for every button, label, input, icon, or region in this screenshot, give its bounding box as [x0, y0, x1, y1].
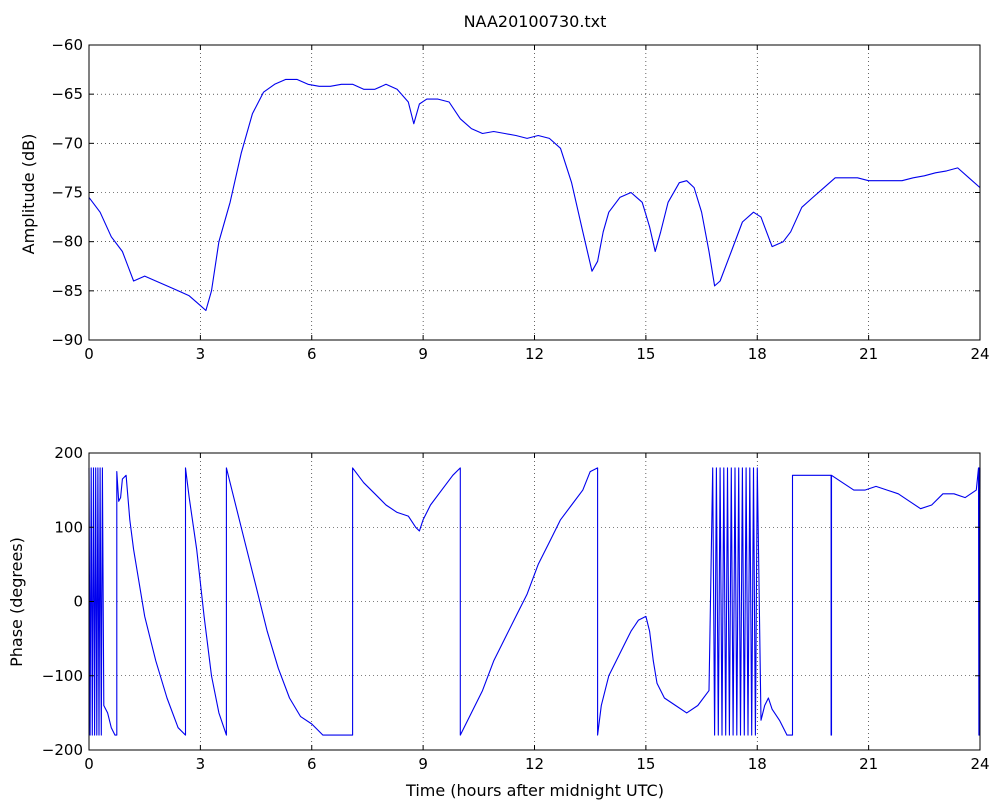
phase-y-tick-label: −200	[42, 741, 83, 759]
phase-x-tick-label: 18	[748, 755, 767, 773]
phase-y-tick-label: −100	[42, 667, 83, 685]
amplitude-y-axis-label: Amplitude (dB)	[19, 134, 38, 255]
amplitude-x-tick-label: 3	[196, 345, 206, 363]
amplitude-y-tick-label: −80	[51, 233, 83, 251]
amplitude-x-tick-label: 9	[418, 345, 428, 363]
phase-x-tick-label: 24	[970, 755, 989, 773]
amplitude-x-tick-label: 0	[84, 345, 94, 363]
phase-x-axis-label: Time (hours after midnight UTC)	[405, 781, 664, 800]
amplitude-x-tick-label: 12	[525, 345, 544, 363]
amplitude-y-tick-label: −75	[51, 184, 83, 202]
phase-y-axis-label: Phase (degrees)	[7, 537, 26, 667]
amplitude-plot: 0 3 6 9 12 15 18 21 24 −90 −85 −80 −75 −70 −65 −60	[51, 36, 989, 363]
phase-x-tick-label: 9	[418, 755, 428, 773]
amplitude-x-tick-label: 15	[636, 345, 655, 363]
phase-x-tick-label: 21	[859, 755, 878, 773]
amplitude-y-tick-label: −85	[51, 282, 83, 300]
amplitude-x-tick-label: 24	[970, 345, 989, 363]
phase-x-tick-label: 12	[525, 755, 544, 773]
phase-x-tick-label: 6	[307, 755, 317, 773]
amplitude-y-tick-label: −65	[51, 85, 83, 103]
amplitude-x-tick-label: 6	[307, 345, 317, 363]
chart-title: NAA20100730.txt	[464, 12, 607, 31]
phase-y-tick-label: 200	[54, 444, 83, 462]
amplitude-y-tick-label: −70	[51, 134, 83, 152]
amplitude-x-tick-label: 18	[748, 345, 767, 363]
amplitude-x-tick-label: 21	[859, 345, 878, 363]
phase-y-tick-label: 100	[54, 518, 83, 536]
amplitude-series-line	[88, 78, 981, 312]
phase-y-tick-label: 0	[73, 593, 83, 611]
phase-x-tick-label: 15	[636, 755, 655, 773]
amplitude-y-tick-label: −60	[51, 36, 83, 54]
phase-x-tick-label: 0	[84, 755, 94, 773]
phase-x-tick-label: 3	[196, 755, 206, 773]
amplitude-y-tick-label: −90	[51, 331, 83, 349]
phase-series-line	[88, 467, 981, 736]
phase-plot: 0 3 6 9 12 15 18 21 24 −200 −100 0 100 200	[42, 444, 990, 773]
